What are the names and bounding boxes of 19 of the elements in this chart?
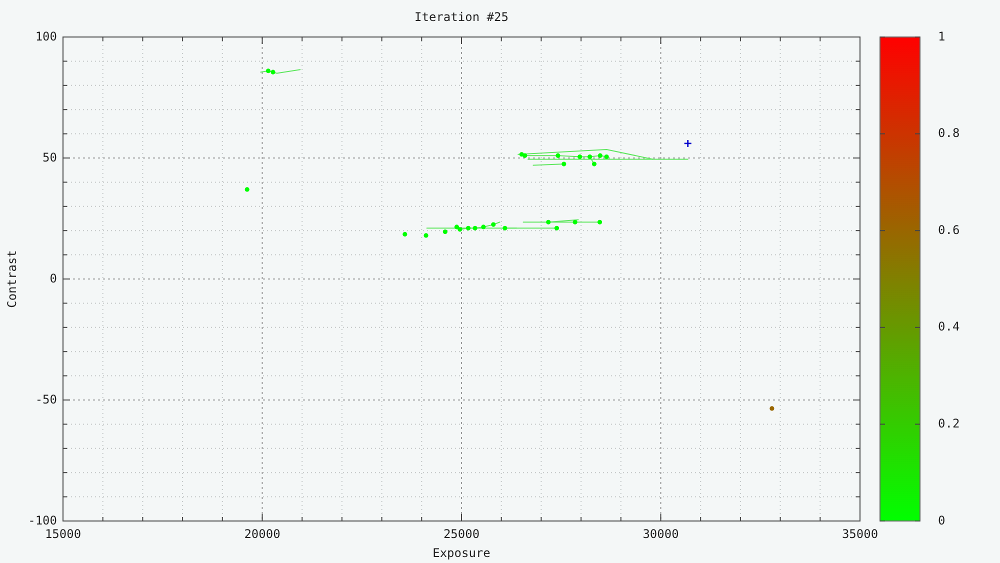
y-tick-label: -100 [28,513,57,528]
color-bar-label: 0.2 [938,416,960,430]
y-tick-label: -50 [35,392,57,406]
y-tick-label: 100 [35,29,57,44]
color-bar-label: 0.8 [938,126,960,140]
color-bar-label: 1 [938,29,946,44]
color-bar-label: 0.4 [938,320,960,334]
x-tick-label: 15000 [44,527,82,541]
chart-title: Iteration #25 [414,10,508,24]
y-tick-label: 50 [42,150,57,164]
y-axis-title: Contrast [5,250,19,308]
x-tick-label: 25000 [443,527,480,541]
x-axis-title: Exposure [432,546,490,560]
x-tick-label: 30000 [642,527,679,541]
y-tick-label: 0 [50,271,57,286]
x-tick-label: 20000 [244,527,280,541]
x-tick-label: 35000 [842,527,878,541]
color-bar-label: 0 [938,513,946,528]
color-bar-label: 0.6 [938,222,960,237]
